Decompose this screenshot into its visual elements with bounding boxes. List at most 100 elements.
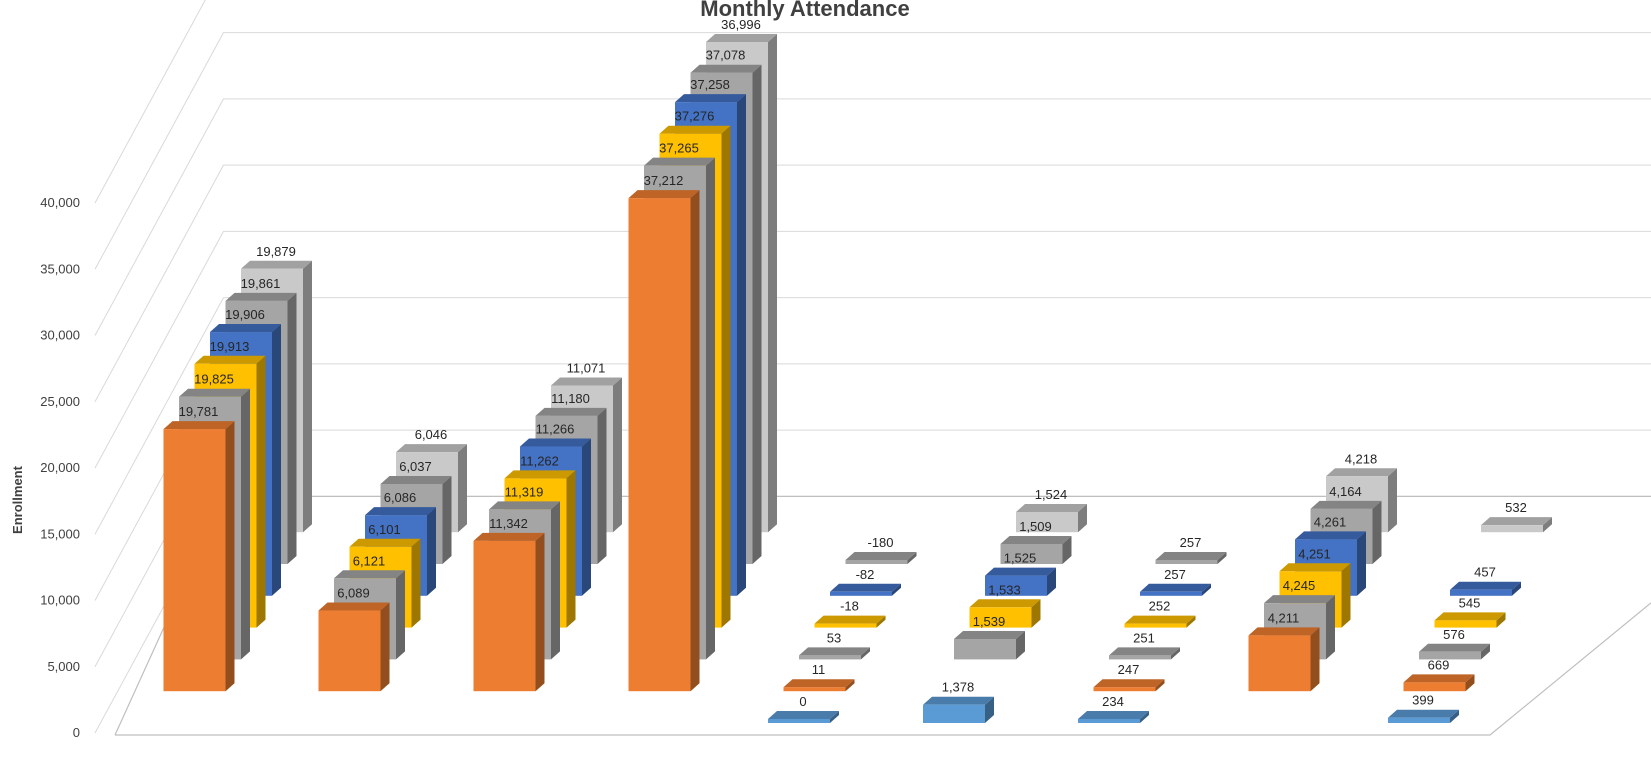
bar <box>1109 647 1180 660</box>
bar <box>1248 627 1320 692</box>
y-axis-label: Enrollment <box>10 465 25 534</box>
gridline <box>94 297 1651 535</box>
data-label: 4,218 <box>1345 451 1378 466</box>
gridline <box>94 230 1651 469</box>
data-label: 11 <box>812 662 826 677</box>
data-label: 37,265 <box>659 141 699 156</box>
data-label: 457 <box>1474 565 1496 580</box>
bar <box>1016 504 1087 533</box>
data-label: 6,046 <box>415 427 448 442</box>
y-tick-label: 40,000 <box>40 195 80 210</box>
data-label: 4,211 <box>1268 610 1300 625</box>
data-label: -82 <box>856 567 875 582</box>
data-label: 11,266 <box>536 422 575 437</box>
data-label: 1,525 <box>1004 551 1037 566</box>
bar <box>783 679 855 692</box>
data-label: 532 <box>1505 500 1527 515</box>
bar <box>1434 612 1506 628</box>
data-labels: 19,879 6,046 11,071 36,996 1,524 4,218 532 19,8… <box>179 17 1527 709</box>
y-tick-label: 0 <box>73 725 80 740</box>
bar <box>1481 517 1552 533</box>
y-tick-label: 35,000 <box>40 261 80 276</box>
data-label: 1,509 <box>1019 519 1052 534</box>
y-tick-label: 10,000 <box>40 593 80 608</box>
bar <box>768 711 839 723</box>
bar <box>473 532 545 692</box>
data-label: 37,078 <box>706 48 746 63</box>
data-label: 669 <box>1428 657 1450 672</box>
data-label: 1,524 <box>1035 487 1068 502</box>
bar <box>985 567 1056 596</box>
bar <box>318 602 390 692</box>
bar <box>1140 583 1211 596</box>
data-label: 19,781 <box>179 404 219 419</box>
data-label: 6,121 <box>353 553 386 568</box>
y-tick-label: 15,000 <box>40 526 80 541</box>
bar <box>1450 581 1521 596</box>
bar <box>163 421 235 692</box>
bar <box>814 615 886 628</box>
data-label: -180 <box>867 535 893 550</box>
bar <box>1000 536 1072 564</box>
data-label: 6,101 <box>368 522 401 537</box>
data-label: 4,164 <box>1329 484 1362 499</box>
bar <box>830 583 901 596</box>
y-tick-label: 5,000 <box>47 659 80 674</box>
data-label: 6,086 <box>384 490 417 505</box>
data-label: 4,251 <box>1298 546 1331 561</box>
bar <box>969 599 1041 628</box>
data-label: 1,378 <box>942 680 975 695</box>
data-label: 53 <box>827 630 841 645</box>
data-label: 11,180 <box>551 391 590 406</box>
gridline <box>94 32 1651 270</box>
bar <box>1078 711 1149 723</box>
data-label: 19,861 <box>241 276 281 291</box>
data-label: 252 <box>1149 599 1171 614</box>
bar <box>799 647 870 660</box>
bar <box>1403 674 1475 692</box>
data-label: 399 <box>1412 693 1434 708</box>
bar <box>923 696 994 723</box>
data-label: 11,262 <box>520 453 559 468</box>
data-label: 19,913 <box>210 339 250 354</box>
data-label: 37,212 <box>644 173 684 188</box>
y-tick-label: 30,000 <box>40 328 80 343</box>
chart-title: Monthly Attendance <box>700 0 909 21</box>
data-label: 251 <box>1133 630 1155 645</box>
data-label: 257 <box>1164 567 1186 582</box>
gridline <box>94 98 1651 336</box>
bars <box>163 34 1552 723</box>
data-label: 4,245 <box>1283 578 1316 593</box>
bar <box>845 552 917 564</box>
gridline <box>94 363 1651 601</box>
data-label: 234 <box>1102 694 1124 709</box>
bar <box>1388 709 1459 723</box>
data-label: 19,906 <box>225 307 265 322</box>
data-label: 1,539 <box>973 614 1006 629</box>
y-axis: 0 5,000 10,000 15,000 20,000 25,000 30,000 35,0… <box>40 195 80 740</box>
y-tick-label: 25,000 <box>40 394 80 409</box>
data-label: 6,089 <box>337 586 370 601</box>
data-label: 19,879 <box>256 244 296 259</box>
floor-front-edge <box>115 602 1651 736</box>
data-label: 19,825 <box>194 372 234 387</box>
data-label: -18 <box>840 599 859 614</box>
gridline <box>94 164 1651 402</box>
data-label: 1,533 <box>988 582 1021 597</box>
data-label: 37,258 <box>690 77 730 92</box>
data-label: 11,071 <box>567 361 606 376</box>
bar <box>954 631 1025 660</box>
data-label: 36,996 <box>721 17 761 32</box>
bar <box>1155 552 1227 564</box>
data-label: 11,319 <box>505 484 544 499</box>
data-label: 11,342 <box>489 516 528 531</box>
data-label: 0 <box>799 694 806 709</box>
gridlines <box>94 0 1651 736</box>
data-label: 257 <box>1180 535 1202 550</box>
bar <box>1093 679 1165 692</box>
data-label: 6,037 <box>399 459 432 474</box>
y-tick-label: 20,000 <box>40 460 80 475</box>
bar <box>1124 615 1196 628</box>
data-label: 576 <box>1443 627 1465 642</box>
